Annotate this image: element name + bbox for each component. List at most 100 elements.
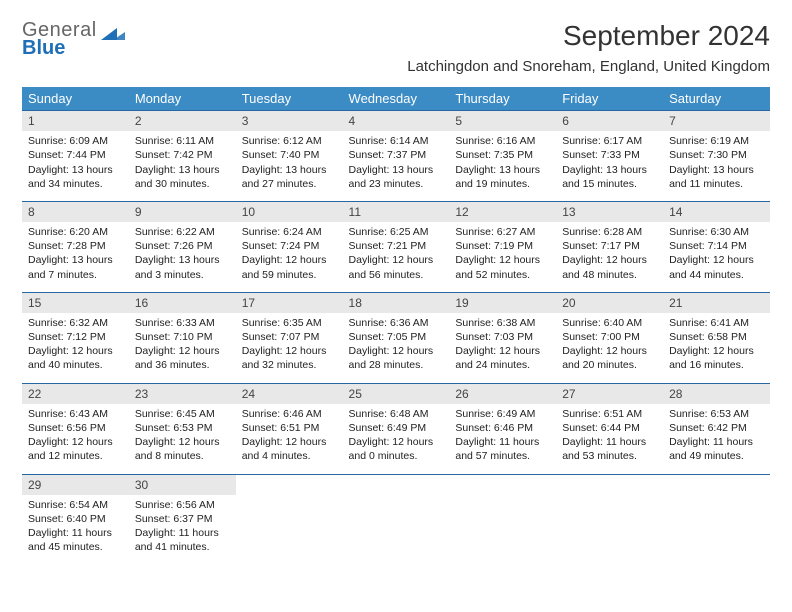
day-detail-row: Sunrise: 6:43 AMSunset: 6:56 PMDaylight:… bbox=[22, 404, 770, 474]
day-detail-cell: Sunrise: 6:22 AMSunset: 7:26 PMDaylight:… bbox=[129, 222, 236, 292]
day-detail-row: Sunrise: 6:20 AMSunset: 7:28 PMDaylight:… bbox=[22, 222, 770, 292]
day-ss: Sunset: 7:10 PM bbox=[135, 330, 230, 344]
location: Latchingdon and Snoreham, England, Unite… bbox=[407, 58, 770, 75]
day-sr: Sunrise: 6:45 AM bbox=[135, 407, 230, 421]
day-number-cell: 29 bbox=[22, 474, 129, 495]
day-number-cell: 18 bbox=[343, 292, 450, 313]
day-ss: Sunset: 7:19 PM bbox=[455, 239, 550, 253]
weekday-header: Monday bbox=[129, 87, 236, 111]
day-d1: Daylight: 11 hours bbox=[455, 435, 550, 449]
day-number-cell: 24 bbox=[236, 383, 343, 404]
day-number-row: 1234567 bbox=[22, 111, 770, 132]
day-ss: Sunset: 7:17 PM bbox=[562, 239, 657, 253]
day-d2: and 36 minutes. bbox=[135, 358, 230, 372]
day-detail-cell: Sunrise: 6:38 AMSunset: 7:03 PMDaylight:… bbox=[449, 313, 556, 383]
day-d2: and 0 minutes. bbox=[349, 449, 444, 463]
day-ss: Sunset: 7:28 PM bbox=[28, 239, 123, 253]
day-ss: Sunset: 7:37 PM bbox=[349, 148, 444, 162]
day-sr: Sunrise: 6:32 AM bbox=[28, 316, 123, 330]
day-detail-cell: Sunrise: 6:54 AMSunset: 6:40 PMDaylight:… bbox=[22, 495, 129, 559]
day-sr: Sunrise: 6:33 AM bbox=[135, 316, 230, 330]
day-d2: and 45 minutes. bbox=[28, 540, 123, 554]
day-d1: Daylight: 12 hours bbox=[455, 344, 550, 358]
day-detail-cell: Sunrise: 6:12 AMSunset: 7:40 PMDaylight:… bbox=[236, 131, 343, 201]
day-ss: Sunset: 7:21 PM bbox=[349, 239, 444, 253]
day-sr: Sunrise: 6:36 AM bbox=[349, 316, 444, 330]
day-sr: Sunrise: 6:19 AM bbox=[669, 134, 764, 148]
day-d2: and 19 minutes. bbox=[455, 177, 550, 191]
day-sr: Sunrise: 6:14 AM bbox=[349, 134, 444, 148]
day-number-cell: 15 bbox=[22, 292, 129, 313]
day-detail-row: Sunrise: 6:09 AMSunset: 7:44 PMDaylight:… bbox=[22, 131, 770, 201]
day-number-cell bbox=[236, 474, 343, 495]
day-detail-cell: Sunrise: 6:46 AMSunset: 6:51 PMDaylight:… bbox=[236, 404, 343, 474]
day-ss: Sunset: 7:35 PM bbox=[455, 148, 550, 162]
day-ss: Sunset: 6:44 PM bbox=[562, 421, 657, 435]
day-number-cell: 11 bbox=[343, 201, 450, 222]
day-d2: and 53 minutes. bbox=[562, 449, 657, 463]
day-d1: Daylight: 13 hours bbox=[349, 163, 444, 177]
day-sr: Sunrise: 6:43 AM bbox=[28, 407, 123, 421]
day-detail-cell: Sunrise: 6:40 AMSunset: 7:00 PMDaylight:… bbox=[556, 313, 663, 383]
day-d1: Daylight: 13 hours bbox=[135, 163, 230, 177]
day-detail-cell: Sunrise: 6:56 AMSunset: 6:37 PMDaylight:… bbox=[129, 495, 236, 559]
day-d1: Daylight: 11 hours bbox=[28, 526, 123, 540]
day-d1: Daylight: 12 hours bbox=[242, 344, 337, 358]
day-detail-cell: Sunrise: 6:28 AMSunset: 7:17 PMDaylight:… bbox=[556, 222, 663, 292]
day-number-cell: 7 bbox=[663, 111, 770, 132]
day-sr: Sunrise: 6:17 AM bbox=[562, 134, 657, 148]
day-ss: Sunset: 6:58 PM bbox=[669, 330, 764, 344]
day-ss: Sunset: 6:49 PM bbox=[349, 421, 444, 435]
day-number-cell: 2 bbox=[129, 111, 236, 132]
day-sr: Sunrise: 6:54 AM bbox=[28, 498, 123, 512]
day-ss: Sunset: 7:33 PM bbox=[562, 148, 657, 162]
day-d2: and 16 minutes. bbox=[669, 358, 764, 372]
month-title: September 2024 bbox=[407, 20, 770, 52]
day-detail-cell bbox=[663, 495, 770, 559]
day-sr: Sunrise: 6:40 AM bbox=[562, 316, 657, 330]
day-sr: Sunrise: 6:38 AM bbox=[455, 316, 550, 330]
day-number-cell bbox=[449, 474, 556, 495]
day-ss: Sunset: 6:40 PM bbox=[28, 512, 123, 526]
day-number-cell: 3 bbox=[236, 111, 343, 132]
day-ss: Sunset: 6:42 PM bbox=[669, 421, 764, 435]
day-d1: Daylight: 11 hours bbox=[135, 526, 230, 540]
day-d1: Daylight: 12 hours bbox=[669, 253, 764, 267]
day-sr: Sunrise: 6:25 AM bbox=[349, 225, 444, 239]
day-number-cell: 28 bbox=[663, 383, 770, 404]
day-number-cell: 20 bbox=[556, 292, 663, 313]
day-ss: Sunset: 6:53 PM bbox=[135, 421, 230, 435]
logo-text: General Blue bbox=[22, 20, 97, 58]
day-detail-cell: Sunrise: 6:43 AMSunset: 6:56 PMDaylight:… bbox=[22, 404, 129, 474]
day-number-cell: 27 bbox=[556, 383, 663, 404]
day-number-cell: 23 bbox=[129, 383, 236, 404]
day-ss: Sunset: 7:14 PM bbox=[669, 239, 764, 253]
day-detail-cell bbox=[343, 495, 450, 559]
day-d2: and 23 minutes. bbox=[349, 177, 444, 191]
day-d2: and 32 minutes. bbox=[242, 358, 337, 372]
day-d1: Daylight: 12 hours bbox=[562, 344, 657, 358]
day-number-cell bbox=[663, 474, 770, 495]
day-d1: Daylight: 12 hours bbox=[242, 435, 337, 449]
day-d1: Daylight: 12 hours bbox=[28, 344, 123, 358]
day-d1: Daylight: 12 hours bbox=[562, 253, 657, 267]
day-number-cell bbox=[343, 474, 450, 495]
day-number-cell: 13 bbox=[556, 201, 663, 222]
day-detail-cell: Sunrise: 6:51 AMSunset: 6:44 PMDaylight:… bbox=[556, 404, 663, 474]
day-sr: Sunrise: 6:41 AM bbox=[669, 316, 764, 330]
weekday-header: Sunday bbox=[22, 87, 129, 111]
day-d1: Daylight: 13 hours bbox=[669, 163, 764, 177]
day-d1: Daylight: 12 hours bbox=[349, 253, 444, 267]
day-d2: and 57 minutes. bbox=[455, 449, 550, 463]
day-sr: Sunrise: 6:12 AM bbox=[242, 134, 337, 148]
day-d2: and 48 minutes. bbox=[562, 268, 657, 282]
day-d2: and 40 minutes. bbox=[28, 358, 123, 372]
topbar: General Blue September 2024 Latchingdon … bbox=[22, 20, 770, 75]
day-detail-cell: Sunrise: 6:27 AMSunset: 7:19 PMDaylight:… bbox=[449, 222, 556, 292]
day-d1: Daylight: 12 hours bbox=[28, 435, 123, 449]
day-sr: Sunrise: 6:49 AM bbox=[455, 407, 550, 421]
day-number-cell: 14 bbox=[663, 201, 770, 222]
day-d2: and 4 minutes. bbox=[242, 449, 337, 463]
day-number-row: 891011121314 bbox=[22, 201, 770, 222]
day-number-cell: 16 bbox=[129, 292, 236, 313]
